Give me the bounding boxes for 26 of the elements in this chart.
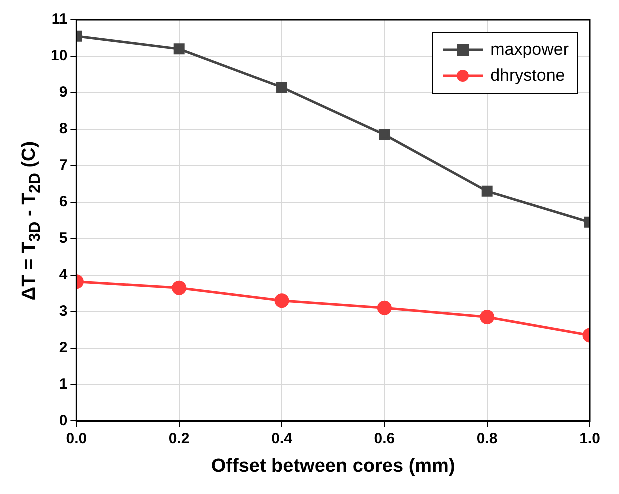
y-tick-label: 1	[59, 376, 68, 393]
x-tick-label: 1.0	[580, 430, 600, 448]
legend-label: dhrystone	[490, 65, 566, 87]
y-tick-label: 5	[59, 230, 68, 247]
x-tick-label: 0.2	[168, 430, 190, 448]
point	[276, 82, 288, 93]
y-tick-label: 11	[52, 11, 68, 28]
point	[172, 280, 187, 296]
legend-label: maxpower	[490, 39, 569, 61]
x-tick-label: 0.6	[374, 430, 396, 448]
point	[274, 294, 290, 308]
y-tick-label: 2	[59, 339, 68, 356]
y-tick-label: 3	[59, 302, 68, 320]
x-tick-label: 0.4	[272, 430, 294, 448]
y-tick-label: 0	[59, 412, 68, 430]
y-tick-label: 4	[59, 266, 68, 284]
point	[379, 129, 390, 140]
x-axis-title: Offset between cores (mm)	[211, 456, 456, 477]
y-tick-label: 8	[59, 120, 68, 138]
y-tick-label: 10	[50, 48, 68, 65]
point	[377, 300, 392, 316]
y-tick-label: 6	[59, 194, 68, 211]
x-tick-label: 0.0	[66, 430, 88, 448]
x-tick-label: 0.8	[476, 430, 498, 448]
y-tick-label: 7	[59, 157, 68, 174]
y-tick-label: 9	[59, 84, 68, 102]
